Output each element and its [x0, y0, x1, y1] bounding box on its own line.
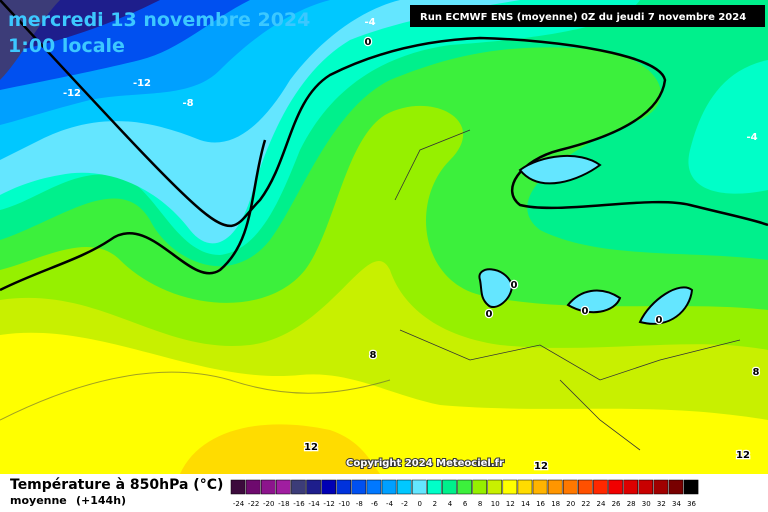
- tick-label: 32: [657, 500, 666, 508]
- contour-label: 12: [736, 450, 750, 461]
- tick-label: 36: [687, 500, 696, 508]
- color-swatch: [396, 479, 412, 495]
- color-swatch: [291, 479, 306, 495]
- color-swatch: [472, 479, 487, 495]
- run-box: [410, 5, 765, 27]
- tick-label: 26: [612, 500, 621, 508]
- contour-label: -4: [364, 17, 375, 28]
- tick-label: -4: [386, 500, 394, 508]
- color-swatch: [260, 479, 276, 495]
- color-swatch: [427, 479, 442, 495]
- tick-label: 0: [418, 500, 422, 508]
- color-swatch: [623, 479, 638, 495]
- contour-label: 8: [370, 350, 377, 361]
- color-swatch: [593, 479, 608, 495]
- tick-label: 34: [672, 500, 681, 508]
- contour-label: 8: [753, 367, 760, 378]
- local-time: 1:00 locale: [8, 35, 125, 57]
- contour-label: 12: [534, 461, 548, 472]
- tick-label: -6: [371, 500, 379, 508]
- legend-subtitle: moyenne: [10, 494, 67, 507]
- color-swatch: [502, 479, 518, 495]
- color-swatch: [638, 479, 654, 495]
- color-swatch: [230, 479, 246, 495]
- tick-label: -14: [308, 500, 320, 508]
- tick-label: 4: [448, 500, 453, 508]
- color-swatch: [608, 479, 623, 495]
- tick-label: 8: [478, 500, 482, 508]
- contour-label: -8: [182, 98, 193, 109]
- legend-title: Température à 850hPa (°C): [10, 477, 223, 493]
- contour-label: 12: [304, 442, 318, 453]
- color-swatch: [683, 479, 699, 495]
- map: -4 0 -12 -12 -8 -4 0 0 0 0 8 8 12 12 12 …: [0, 0, 768, 474]
- contour-label: 0: [365, 37, 372, 48]
- tick-label: 18: [551, 500, 560, 508]
- colorbar: -24 -22 -20 -18 -16 -14 -12 -10 -8 -6 -4 -2 0 2 4 6 8 10 1…: [230, 479, 699, 508]
- color-swatch: [532, 479, 548, 495]
- tick-label: -24: [233, 500, 245, 508]
- tick-label: -12: [323, 500, 334, 508]
- date-title: mercredi 13 novembre 2024: [8, 9, 310, 31]
- tick-label: 30: [642, 500, 651, 508]
- color-swatch: [442, 479, 457, 495]
- color-swatch: [411, 479, 427, 495]
- color-swatch: [351, 479, 367, 495]
- tick-label: 20: [566, 500, 575, 508]
- tick-label: -20: [263, 500, 274, 508]
- color-swatch: [381, 479, 397, 495]
- contour-label: -12: [63, 88, 81, 99]
- tick-label: -22: [248, 500, 259, 508]
- tick-label: 2: [433, 500, 437, 508]
- color-swatch: [245, 479, 261, 495]
- color-swatch: [668, 479, 684, 495]
- legend-lead: (+144h): [76, 494, 126, 507]
- color-swatch: [547, 479, 563, 495]
- copyright: Copyright 2024 Meteociel.fr: [346, 458, 504, 469]
- color-swatch: [457, 479, 472, 495]
- tick-label: 22: [581, 500, 590, 508]
- tick-label: -10: [339, 500, 350, 508]
- tick-label: 10: [491, 500, 500, 508]
- color-swatch: [562, 479, 578, 495]
- contour-label: 0: [656, 315, 663, 326]
- tick-label: -2: [401, 500, 408, 508]
- color-swatch: [578, 479, 593, 495]
- color-swatch: [321, 479, 336, 495]
- contour-label: 0: [486, 309, 493, 320]
- contour-label: 0: [582, 306, 589, 317]
- color-swatch: [336, 479, 352, 495]
- contour-label: 0: [511, 280, 518, 291]
- color-swatch: [306, 479, 321, 495]
- tick-label: 14: [521, 500, 530, 508]
- tick-label: 28: [627, 500, 636, 508]
- tick-label: 24: [596, 500, 605, 508]
- tick-label: 6: [463, 500, 468, 508]
- tick-label: 16: [536, 500, 545, 508]
- run-info: Run ECMWF ENS (moyenne) 0Z du jeudi 7 no…: [420, 12, 746, 23]
- color-swatch: [517, 479, 533, 495]
- color-swatch: [276, 479, 291, 495]
- contour-label: -4: [746, 132, 757, 143]
- color-swatch: [487, 479, 503, 495]
- tick-label: -18: [278, 500, 289, 508]
- color-swatch: [653, 479, 669, 495]
- tick-label: 12: [506, 500, 515, 508]
- contour-label: -12: [133, 78, 151, 89]
- tick-label: -8: [356, 500, 363, 508]
- tick-label: -16: [293, 500, 305, 508]
- color-swatch: [366, 479, 382, 495]
